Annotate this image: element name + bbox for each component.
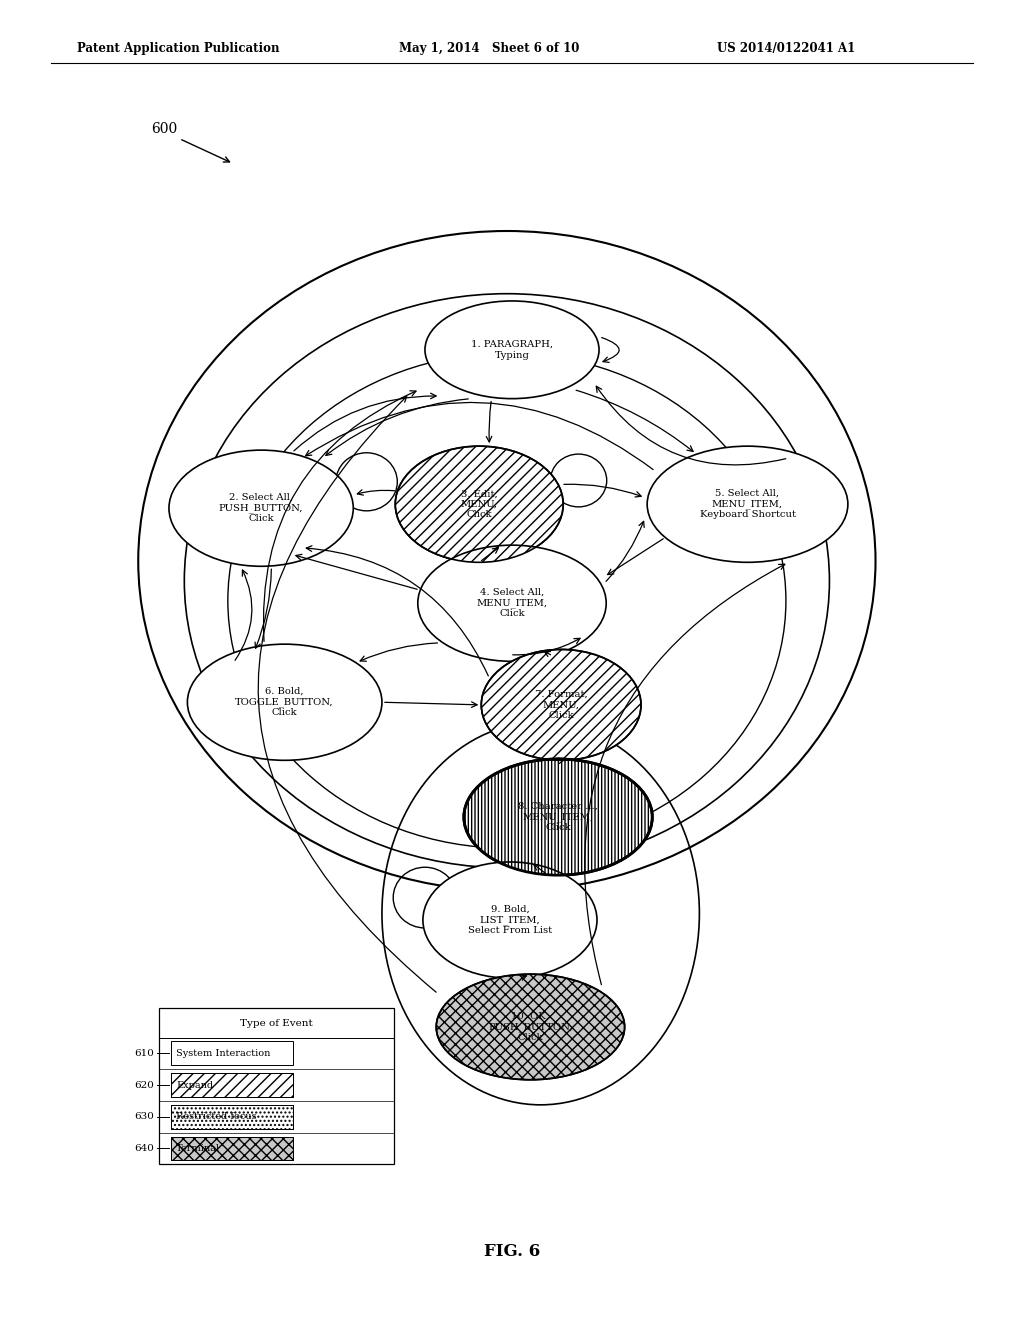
Bar xyxy=(171,1137,294,1160)
Ellipse shape xyxy=(187,644,382,760)
Ellipse shape xyxy=(423,862,597,978)
Text: 6. Bold,
TOGGLE_BUTTON,
Click: 6. Bold, TOGGLE_BUTTON, Click xyxy=(236,686,334,718)
Text: 10. OK,
PUSH_BUTTON,
Click: 10. OK, PUSH_BUTTON, Click xyxy=(488,1011,572,1043)
Text: 5. Select All,
MENU_ITEM,
Keyboard Shortcut: 5. Select All, MENU_ITEM, Keyboard Short… xyxy=(699,488,796,520)
Text: 600: 600 xyxy=(152,123,178,136)
Text: 640: 640 xyxy=(135,1144,155,1152)
Text: 620: 620 xyxy=(135,1081,155,1089)
Text: 610: 610 xyxy=(135,1049,155,1057)
Text: Terminal: Terminal xyxy=(176,1144,220,1152)
Ellipse shape xyxy=(169,450,353,566)
Bar xyxy=(159,1008,394,1164)
Ellipse shape xyxy=(464,759,652,875)
Ellipse shape xyxy=(481,649,641,760)
Text: Type of Event: Type of Event xyxy=(240,1019,313,1027)
Text: 9. Bold,
LIST_ITEM,
Select From List: 9. Bold, LIST_ITEM, Select From List xyxy=(468,904,552,936)
Ellipse shape xyxy=(425,301,599,399)
Text: US 2014/0122041 A1: US 2014/0122041 A1 xyxy=(717,42,855,55)
Text: Expand: Expand xyxy=(176,1081,213,1089)
Ellipse shape xyxy=(436,974,625,1080)
Ellipse shape xyxy=(418,545,606,661)
Text: 8. Character ...,
MENU_ITEM,
Click: 8. Character ..., MENU_ITEM, Click xyxy=(518,801,598,833)
Text: Restricted focus: Restricted focus xyxy=(176,1113,257,1121)
Text: 630: 630 xyxy=(135,1113,155,1121)
Bar xyxy=(171,1105,294,1129)
Bar xyxy=(171,1105,294,1129)
Text: 2. Select All,
PUSH_BUTTON,
Click: 2. Select All, PUSH_BUTTON, Click xyxy=(219,492,303,524)
Text: System Interaction: System Interaction xyxy=(176,1049,270,1057)
Bar xyxy=(171,1073,294,1097)
Text: 7. Format,
MENU,
Click: 7. Format, MENU, Click xyxy=(535,690,588,719)
Bar xyxy=(171,1073,294,1097)
Text: Patent Application Publication: Patent Application Publication xyxy=(77,42,280,55)
Bar xyxy=(171,1137,294,1160)
Text: May 1, 2014   Sheet 6 of 10: May 1, 2014 Sheet 6 of 10 xyxy=(399,42,580,55)
Ellipse shape xyxy=(647,446,848,562)
Ellipse shape xyxy=(395,446,563,562)
Bar xyxy=(171,1041,294,1065)
Text: FIG. 6: FIG. 6 xyxy=(484,1243,540,1259)
Text: 4. Select All,
MENU_ITEM,
Click: 4. Select All, MENU_ITEM, Click xyxy=(476,587,548,619)
Text: 3. Edit,
MENU,
Click: 3. Edit, MENU, Click xyxy=(461,490,498,519)
Text: 1. PARAGRAPH,
Typing: 1. PARAGRAPH, Typing xyxy=(471,341,553,359)
